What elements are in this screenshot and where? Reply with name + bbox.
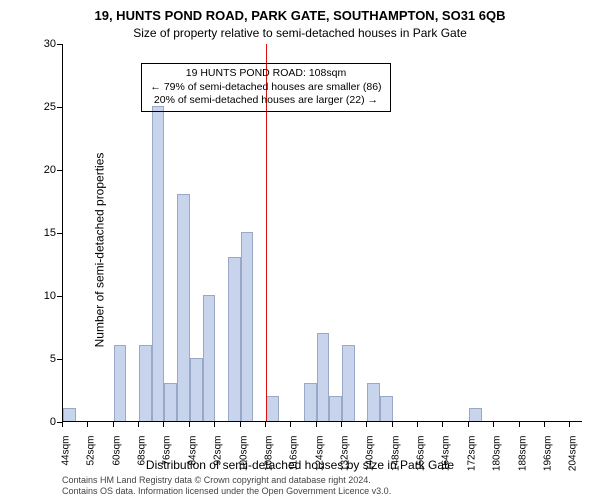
y-tick-mark (57, 107, 62, 108)
x-tick-label: 84sqm (187, 436, 198, 484)
x-tick-mark (468, 422, 469, 427)
x-tick-label: 60sqm (111, 436, 122, 484)
histogram-bar (367, 383, 380, 421)
x-tick-label: 108sqm (263, 436, 274, 484)
x-tick-label: 100sqm (238, 436, 249, 484)
histogram-bar (317, 333, 330, 421)
histogram-bar (203, 295, 216, 421)
annotation-line: ← 79% of semi-detached houses are smalle… (150, 81, 381, 95)
x-tick-label: 172sqm (466, 436, 477, 484)
histogram-bar (228, 257, 241, 421)
x-tick-mark (366, 422, 367, 427)
histogram-bar (266, 396, 279, 421)
x-tick-label: 44sqm (61, 436, 72, 484)
x-tick-label: 188sqm (517, 436, 528, 484)
histogram-bar (63, 408, 76, 421)
x-tick-label: 124sqm (314, 436, 325, 484)
chart-container: 19, HUNTS POND ROAD, PARK GATE, SOUTHAMP… (0, 0, 600, 500)
x-tick-label: 204sqm (568, 436, 579, 484)
y-tick-label: 30 (34, 38, 56, 50)
chart-title-line1: 19, HUNTS POND ROAD, PARK GATE, SOUTHAMP… (0, 8, 600, 23)
histogram-bar (114, 345, 127, 421)
x-tick-label: 156sqm (416, 436, 427, 484)
histogram-bar (380, 396, 393, 421)
histogram-bar (304, 383, 317, 421)
annotation-line: 20% of semi-detached houses are larger (… (150, 94, 381, 108)
x-tick-label: 196sqm (542, 436, 553, 484)
y-tick-mark (57, 296, 62, 297)
histogram-bar (342, 345, 355, 421)
x-tick-mark (493, 422, 494, 427)
x-tick-mark (341, 422, 342, 427)
x-tick-mark (138, 422, 139, 427)
x-tick-label: 116sqm (289, 436, 300, 484)
x-tick-label: 68sqm (137, 436, 148, 484)
y-tick-label: 15 (34, 227, 56, 239)
y-tick-label: 25 (34, 101, 56, 113)
x-tick-mark (417, 422, 418, 427)
x-tick-mark (316, 422, 317, 427)
x-tick-mark (62, 422, 63, 427)
x-tick-mark (189, 422, 190, 427)
y-tick-label: 0 (34, 416, 56, 428)
annotation-line: 19 HUNTS POND ROAD: 108sqm (150, 67, 381, 81)
y-tick-mark (57, 359, 62, 360)
attribution-line2: Contains OS data. Information licensed u… (62, 486, 391, 496)
x-tick-mark (163, 422, 164, 427)
x-tick-mark (569, 422, 570, 427)
histogram-bar (177, 194, 190, 421)
x-tick-mark (240, 422, 241, 427)
y-tick-label: 5 (34, 353, 56, 365)
x-tick-label: 132sqm (340, 436, 351, 484)
histogram-bar (469, 408, 482, 421)
histogram-bar (241, 232, 254, 421)
annotation-box: 19 HUNTS POND ROAD: 108sqm← 79% of semi-… (141, 63, 390, 112)
histogram-bar (164, 383, 177, 421)
x-tick-mark (519, 422, 520, 427)
x-tick-label: 76sqm (162, 436, 173, 484)
x-tick-mark (87, 422, 88, 427)
x-tick-label: 140sqm (365, 436, 376, 484)
histogram-bar (139, 345, 152, 421)
x-tick-mark (392, 422, 393, 427)
x-tick-label: 164sqm (441, 436, 452, 484)
x-tick-mark (214, 422, 215, 427)
histogram-bar (152, 106, 165, 421)
x-tick-mark (265, 422, 266, 427)
histogram-bar (190, 358, 203, 421)
x-tick-mark (544, 422, 545, 427)
x-tick-label: 92sqm (213, 436, 224, 484)
y-tick-label: 10 (34, 290, 56, 302)
x-tick-mark (442, 422, 443, 427)
y-tick-mark (57, 233, 62, 234)
y-tick-mark (57, 170, 62, 171)
y-tick-mark (57, 44, 62, 45)
histogram-bar (329, 396, 342, 421)
chart-title-line2: Size of property relative to semi-detach… (0, 26, 600, 40)
x-tick-label: 180sqm (492, 436, 503, 484)
y-tick-label: 20 (34, 164, 56, 176)
x-tick-mark (290, 422, 291, 427)
x-tick-label: 52sqm (86, 436, 97, 484)
x-tick-label: 148sqm (390, 436, 401, 484)
x-tick-mark (113, 422, 114, 427)
plot-area: 19 HUNTS POND ROAD: 108sqm← 79% of semi-… (62, 44, 582, 422)
